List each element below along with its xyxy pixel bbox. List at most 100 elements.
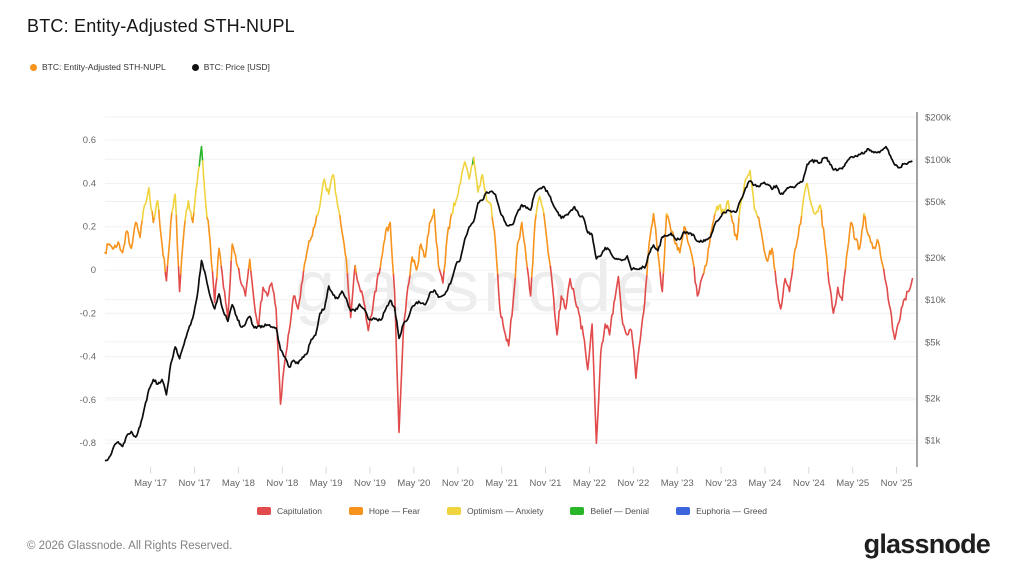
right-axis-tick-label: $20k [925, 253, 946, 264]
x-axis-tick-label: May '19 [310, 478, 343, 489]
left-axis-tick-label: -0.4 [80, 352, 96, 363]
left-axis-tick-label: -0.8 [80, 438, 96, 449]
nupl-line-segment [354, 264, 357, 275]
nupl-line-segment [714, 199, 733, 217]
nupl-line-segment [827, 268, 847, 315]
zone-legend-label: Capitulation [277, 506, 322, 516]
nupl-line-segment [443, 212, 453, 272]
nupl-line-segment [355, 266, 382, 332]
x-axis-tick-label: Nov '25 [881, 478, 913, 489]
zone-legend-item[interactable]: Euphoria — Greed [676, 506, 767, 516]
left-axis-tick-label: 0 [91, 265, 96, 276]
series-legend-dot [30, 63, 37, 71]
nupl-line-segment [491, 216, 499, 276]
nupl-line-segment [543, 212, 552, 268]
nupl-line-segment [230, 243, 240, 270]
nupl-line-segment [792, 214, 803, 269]
right-axis-tick-label: $2k [925, 393, 941, 404]
left-axis-tick-label: -0.2 [80, 308, 96, 319]
x-axis-tick-label: Nov '22 [617, 478, 649, 489]
nupl-line-segment [179, 219, 186, 275]
page-title: BTC: Entity-Adjusted STH-NUPL [27, 16, 295, 36]
nupl-line-segment [659, 271, 665, 293]
left-axis-tick-label: 0.2 [83, 222, 96, 233]
series-legend-label: BTC: Price [USD] [203, 62, 270, 72]
nupl-line-segment [216, 247, 223, 279]
series-legend-item[interactable]: BTC: Price [USD] [191, 62, 270, 72]
zone-legend-label: Optimism — Anxiety [466, 506, 544, 516]
nupl-line-segment [158, 209, 167, 274]
nupl-line-segment [198, 145, 204, 167]
nupl-line-segment [438, 269, 445, 284]
nupl-line-segment [496, 273, 517, 347]
nupl-line-segment [247, 258, 252, 273]
zone-legend-item[interactable]: Capitulation [257, 506, 322, 516]
glassnode-logo: glassnode [863, 529, 991, 559]
nupl-line-segment [549, 265, 648, 444]
nupl-line-segment [151, 211, 156, 224]
nupl-line-segment [166, 211, 173, 267]
zone-legend-swatch [348, 507, 363, 515]
nupl-line-segment [175, 215, 180, 268]
nupl-line-segment [530, 213, 537, 278]
left-axis-tick-label: 0.4 [83, 178, 96, 189]
zone-legend: Capitulation Hope — Fear Optimism — Anxiet… [0, 506, 1024, 516]
nupl-line-segment [883, 268, 914, 341]
left-axis-tick-label: -0.6 [80, 395, 96, 406]
nupl-line-segment [526, 267, 533, 297]
x-axis-tick-label: May '18 [222, 478, 255, 489]
nupl-line-segment [646, 212, 661, 276]
nupl-line-segment [315, 173, 341, 217]
nupl-line-segment [756, 216, 776, 273]
nupl-line-segment [844, 212, 865, 270]
zone-legend-item[interactable]: Hope — Fear [348, 506, 420, 516]
zone-legend-swatch [446, 507, 461, 515]
nupl-line-segment [730, 215, 740, 241]
zone-legend-item[interactable]: Optimism — Anxiety [446, 506, 544, 516]
x-axis-tick-label: Nov '18 [266, 478, 298, 489]
copyright-text: © 2026 Glassnode. All Rights Reserved. [27, 540, 233, 552]
zone-legend-label: Euphoria — Greed [696, 506, 767, 516]
nupl-line-segment [433, 208, 441, 271]
nupl-line-segment [177, 266, 182, 293]
nupl-line-segment [666, 215, 695, 269]
nupl-line-segment [238, 267, 250, 297]
x-axis-tick-label: Nov '23 [705, 478, 737, 489]
x-axis-tick-label: Nov '24 [793, 478, 825, 489]
left-axis-tick-label: 0.6 [83, 135, 96, 146]
nupl-line-segment [662, 212, 668, 274]
nupl-line-segment [211, 271, 218, 304]
right-axis-tick-label: $100k [925, 155, 951, 166]
x-axis-tick-label: May '25 [836, 478, 869, 489]
price-line [104, 145, 913, 462]
zone-legend-label: Belief — Denial [590, 506, 650, 516]
nupl-line-segment [302, 214, 318, 272]
x-axis-tick-label: May '21 [485, 478, 518, 489]
nupl-line-segment [514, 221, 529, 279]
nupl-line-segment [201, 160, 208, 219]
nupl-line-segment [472, 156, 493, 219]
x-axis-tick-label: Nov '21 [530, 478, 562, 489]
nupl-line-segment [190, 211, 195, 224]
x-axis-tick-label: May '23 [661, 478, 694, 489]
nupl-line-segment [535, 195, 545, 216]
nupl-line-segment [774, 267, 794, 310]
nupl-line-segment [738, 169, 759, 219]
x-axis-tick-label: May '22 [573, 478, 606, 489]
nupl-line-segment [184, 199, 193, 222]
nupl-line-segment [450, 161, 474, 215]
zone-legend-swatch [257, 507, 272, 515]
nupl-line-segment [164, 264, 169, 282]
nupl-line-segment [171, 193, 178, 217]
right-axis-tick-label: $1k [925, 436, 941, 447]
x-axis-tick-label: Nov '19 [354, 478, 386, 489]
zone-legend-item[interactable]: Belief — Denial [570, 506, 649, 516]
x-axis-tick-label: Nov '17 [179, 478, 211, 489]
zone-legend-swatch [676, 507, 691, 515]
nupl-line-segment [392, 274, 411, 434]
nupl-line-segment [206, 217, 214, 273]
series-legend-item[interactable]: BTC: Entity-Adjusted STH-NUPL [30, 62, 166, 72]
zone-legend-swatch [570, 507, 585, 515]
nupl-line-segment [693, 267, 705, 297]
